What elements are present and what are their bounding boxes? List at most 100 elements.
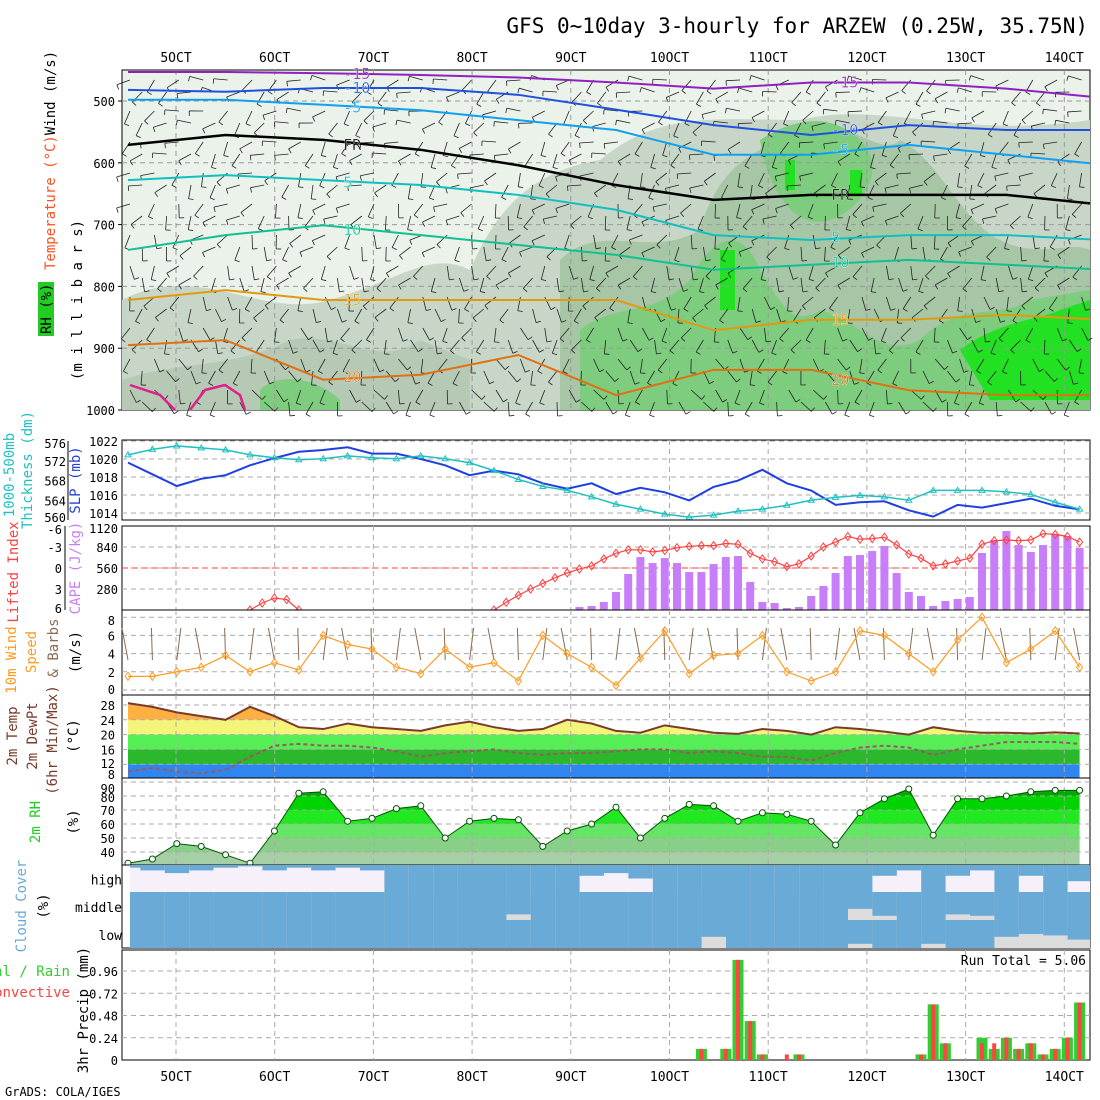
wind-barb <box>909 184 924 189</box>
rh-marker <box>1027 788 1035 796</box>
wind-barb <box>524 153 533 167</box>
wind-barb <box>351 91 363 103</box>
wind-barb <box>1057 246 1070 256</box>
wind-barb-flag <box>296 402 302 406</box>
wind-barb-flag <box>486 259 492 262</box>
top-tick-label: 9OCT <box>555 51 586 66</box>
wind-barb <box>328 122 338 135</box>
wind-barb <box>539 389 546 404</box>
wind-marker <box>587 662 596 673</box>
wind-barb <box>1011 91 1021 103</box>
wind-barb <box>538 172 546 186</box>
wind-barb-flag <box>545 193 550 198</box>
wind-barb-flag <box>407 322 413 324</box>
wind-barb-flag <box>658 121 663 126</box>
li-marker <box>587 561 596 571</box>
wind-barb <box>639 358 643 373</box>
wind-barb <box>762 90 777 93</box>
wind-barb-flag <box>355 399 361 403</box>
wind-barb-flag <box>438 121 443 126</box>
wind-barb <box>276 389 285 403</box>
wind-barb-flag <box>182 339 188 342</box>
wind-barb-flag <box>958 251 961 257</box>
cloud-bar-high <box>872 865 897 876</box>
wind-barb <box>279 308 289 321</box>
bottom-tick-label: 11OCT <box>749 1070 788 1085</box>
rh-marker <box>368 814 376 822</box>
wind-barb <box>814 308 826 318</box>
wind-barb-flag <box>289 243 294 248</box>
rh-tick-label: 70 <box>101 804 115 818</box>
wind-barb <box>714 203 716 219</box>
wind-barb <box>266 265 277 277</box>
wind-barb-flag <box>446 97 449 102</box>
wind-barb-flag <box>884 220 888 226</box>
wind-barb-flag <box>925 275 930 280</box>
wind-barb <box>976 358 985 372</box>
wind-barb <box>955 203 960 218</box>
wind-barb <box>892 122 899 137</box>
wind-barb-flag <box>384 395 388 400</box>
wind-barb <box>940 246 948 260</box>
wind-barb-flag <box>266 259 272 262</box>
wind-barb-flag <box>583 120 588 125</box>
wind-barb-flag <box>202 128 206 134</box>
wind-barb-flag <box>253 317 258 323</box>
wind-barb-flag <box>783 123 789 127</box>
wind-barb-flag <box>143 305 148 311</box>
wind-barb <box>202 246 216 253</box>
wind-barb <box>312 110 326 118</box>
wind-barb <box>776 277 780 292</box>
wind-barb <box>751 308 757 323</box>
thickness-marker <box>416 451 425 459</box>
wind-barb-flag <box>941 399 947 403</box>
wind-barb <box>473 122 485 133</box>
cloud-bar-middle <box>262 892 287 920</box>
wind-barb <box>640 172 643 187</box>
wind-barb <box>484 172 497 182</box>
wind-barb-flag <box>893 135 899 139</box>
wind-barb-flag <box>705 275 711 280</box>
wind-barb-flag <box>366 91 372 95</box>
wind-barb <box>1032 358 1040 372</box>
wind-barb <box>377 91 387 104</box>
wind-barb <box>670 153 680 166</box>
wind-barb <box>571 339 582 351</box>
bottom-tick-label: 13OCT <box>946 1070 985 1085</box>
wind-barb-flag <box>493 155 496 161</box>
wind-barb <box>263 246 268 261</box>
wind-barb-flag <box>744 370 750 373</box>
wind-barb <box>1027 203 1034 218</box>
wind-barb <box>680 203 692 214</box>
rh-marker <box>880 795 888 803</box>
wind-barb <box>849 339 858 352</box>
wind-barb <box>304 215 314 228</box>
cloud-bar-low <box>1018 920 1044 934</box>
cloud-bar-high <box>848 865 873 892</box>
wind-barb-flag <box>1042 109 1044 115</box>
wind-barb-flag <box>609 307 614 312</box>
wind-barb <box>750 75 765 81</box>
wind-barb <box>299 246 314 253</box>
cloud-bar-low <box>799 920 824 948</box>
wind-barb <box>737 296 741 311</box>
dewpoint-line <box>127 741 1080 775</box>
wind-barb <box>596 277 607 289</box>
wind-barb-flag <box>627 322 633 324</box>
pressure-tick-label: 900 <box>93 342 115 356</box>
rh-marker <box>685 800 693 808</box>
wind-barb <box>688 627 694 661</box>
wind-barb <box>823 141 838 145</box>
wind-barb-flag <box>761 279 767 282</box>
wind-barb <box>227 265 230 280</box>
wind-barb <box>848 75 863 81</box>
bottom-tick-label: 6OCT <box>259 1070 290 1085</box>
wind-barb-flag <box>902 308 908 312</box>
wind-barb-flag <box>749 75 752 81</box>
wind-barb-flag <box>484 305 489 310</box>
wind-barb-flag <box>217 352 223 355</box>
cloud-bar-low <box>750 920 775 948</box>
temp-tick-label: 16 <box>101 743 115 757</box>
temperature-label: Temperature (°C) <box>43 135 59 270</box>
wind-barb-flag <box>672 383 678 387</box>
